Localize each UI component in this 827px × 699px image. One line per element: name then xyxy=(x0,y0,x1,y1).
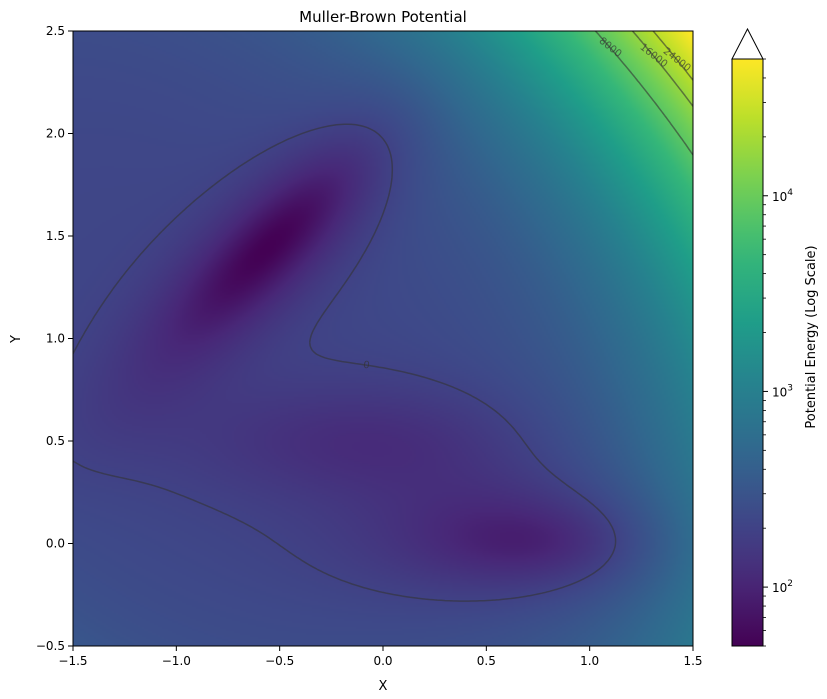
y-axis: −0.5 0.0 0.5 1.0 1.5 2.0 2.5 xyxy=(36,24,73,653)
y-tick-label: 0.5 xyxy=(46,434,65,448)
y-tick-label: −0.5 xyxy=(36,639,65,653)
colorbar-extend-arrow xyxy=(731,27,764,60)
x-tick-label: 1.5 xyxy=(683,654,702,668)
y-axis-label: Y xyxy=(9,335,24,344)
chart-title: Muller-Brown Potential xyxy=(299,8,467,26)
x-tick-label: 1.0 xyxy=(580,654,599,668)
contour-line-16000 xyxy=(631,31,693,107)
colorbar-label: Potential Energy (Log Scale) xyxy=(804,245,819,428)
y-tick-label: 2.0 xyxy=(46,127,65,141)
colorbar-tick-label: 103 xyxy=(772,383,793,399)
x-tick-label: 0.5 xyxy=(477,654,496,668)
y-tick-label: 1.5 xyxy=(46,229,65,243)
x-tick-label: −1.0 xyxy=(162,654,191,668)
x-axis-label: X xyxy=(379,679,388,694)
y-tick-label: 1.0 xyxy=(46,332,65,346)
contour-line-24000 xyxy=(652,31,693,81)
potential-heatmap xyxy=(73,31,693,646)
x-tick-label: −1.5 xyxy=(58,654,87,668)
colorbar-tick-label: 102 xyxy=(772,579,793,595)
x-axis: −1.5 −1.0 −0.5 0.0 0.5 1.0 1.5 xyxy=(58,646,703,668)
y-tick-label: 2.5 xyxy=(46,24,65,38)
colorbar-ticks: 102 103 104 xyxy=(763,58,793,647)
colorbar-frame xyxy=(731,58,764,647)
colorbar-gradient xyxy=(732,59,763,646)
x-tick-label: −0.5 xyxy=(265,654,294,668)
colorbar: 102 103 104 Potential Energy (Log Scale) xyxy=(731,27,819,647)
colorbar-tick-label: 104 xyxy=(772,188,793,204)
y-tick-label: 0.0 xyxy=(46,537,65,551)
contour-line-0 xyxy=(73,123,617,602)
x-tick-label: 0.0 xyxy=(373,654,392,668)
contour-label-0: 0 xyxy=(362,360,370,372)
